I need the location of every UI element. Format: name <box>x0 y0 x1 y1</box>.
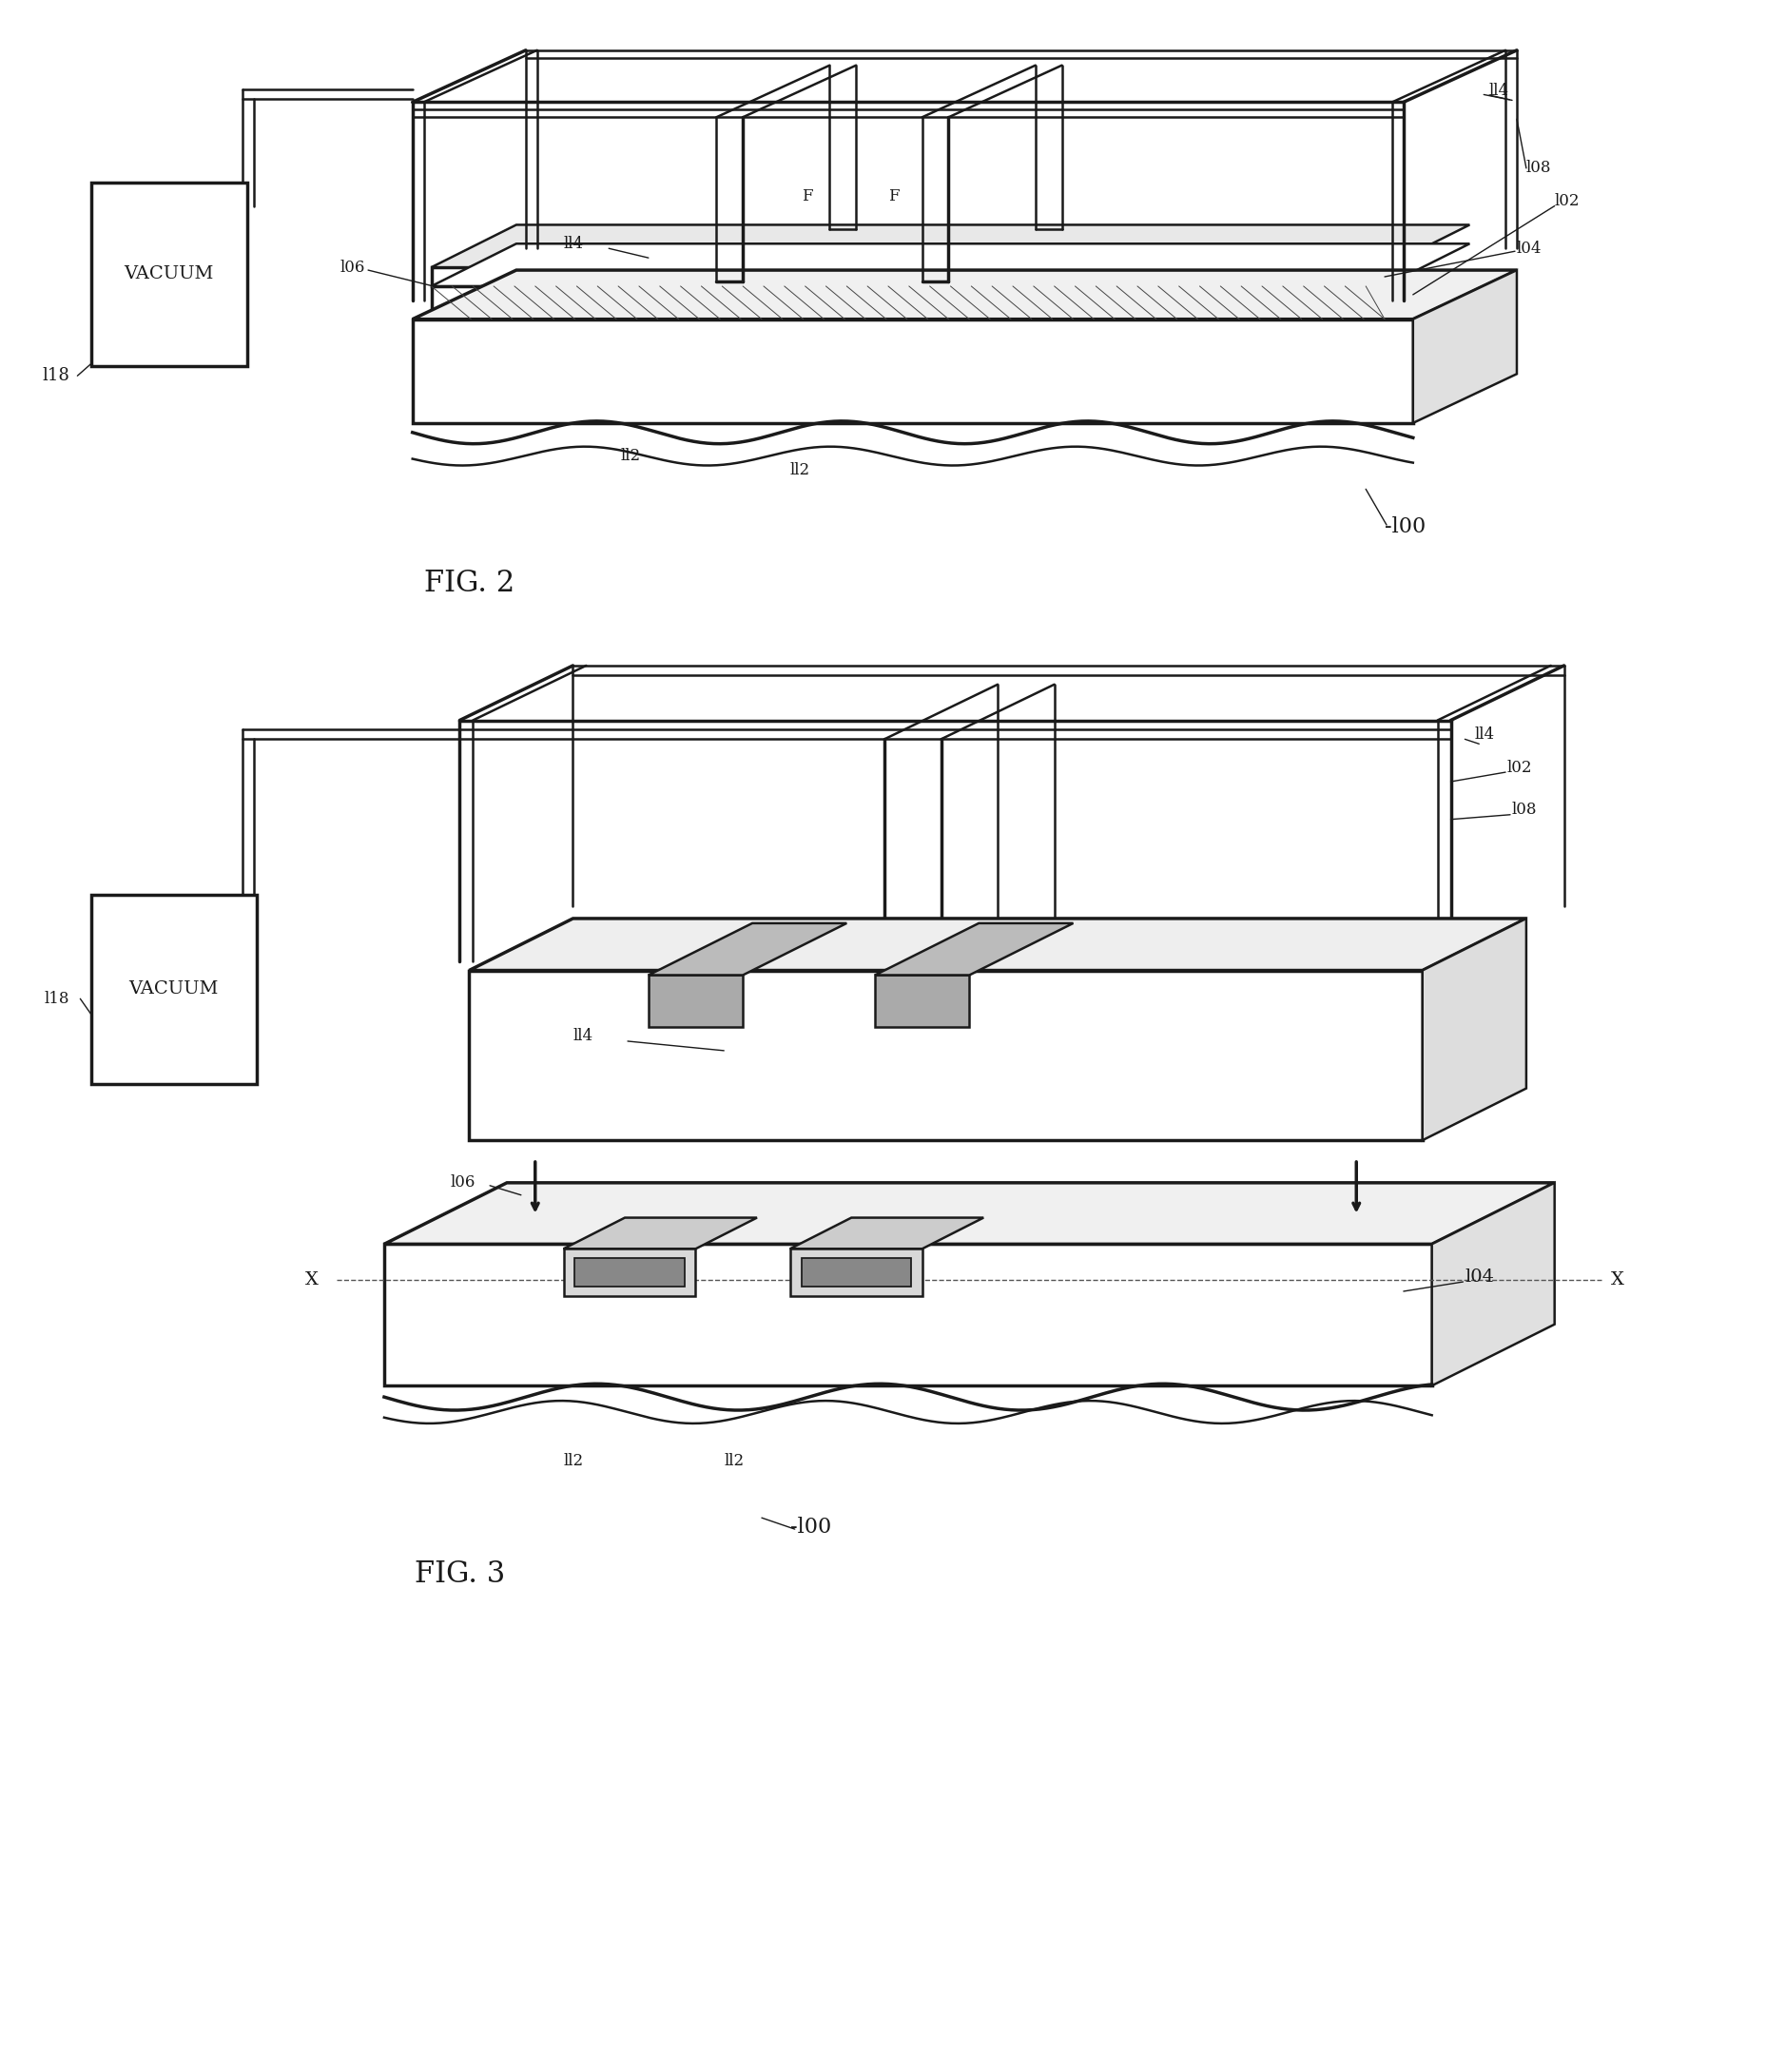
Polygon shape <box>1430 1183 1554 1386</box>
Text: X: X <box>1611 1272 1623 1289</box>
Text: F: F <box>802 189 812 205</box>
Polygon shape <box>874 924 1072 976</box>
Text: ll2: ll2 <box>620 448 639 464</box>
Polygon shape <box>92 182 247 367</box>
Text: ll2: ll2 <box>724 1452 743 1469</box>
Polygon shape <box>789 1218 984 1249</box>
Text: -l00: -l00 <box>789 1517 830 1537</box>
Polygon shape <box>802 1258 909 1287</box>
Polygon shape <box>411 319 1413 423</box>
Polygon shape <box>574 1258 683 1287</box>
Text: l18: l18 <box>44 990 69 1007</box>
Polygon shape <box>1422 918 1526 1140</box>
Text: -l00: -l00 <box>1385 516 1425 537</box>
Polygon shape <box>383 1183 1554 1243</box>
Text: l02: l02 <box>1554 193 1579 209</box>
Polygon shape <box>789 1249 922 1295</box>
Polygon shape <box>92 895 256 1084</box>
Polygon shape <box>431 286 1385 319</box>
Polygon shape <box>383 1243 1430 1386</box>
Polygon shape <box>411 269 1515 319</box>
Text: ll4: ll4 <box>1473 727 1494 742</box>
Text: FIG. 3: FIG. 3 <box>415 1560 505 1589</box>
Text: l04: l04 <box>1515 240 1542 257</box>
Polygon shape <box>431 244 1469 286</box>
Polygon shape <box>648 976 742 1028</box>
Polygon shape <box>563 1249 696 1295</box>
Text: ll2: ll2 <box>789 462 809 479</box>
Text: X: X <box>306 1272 318 1289</box>
Text: l02: l02 <box>1506 760 1531 775</box>
Text: l04: l04 <box>1464 1268 1494 1287</box>
Text: l06: l06 <box>450 1175 475 1191</box>
Text: F: F <box>888 189 899 205</box>
Text: l08: l08 <box>1512 802 1536 818</box>
Text: l08: l08 <box>1526 160 1551 176</box>
Polygon shape <box>468 970 1422 1140</box>
Polygon shape <box>874 976 970 1028</box>
Text: FIG. 2: FIG. 2 <box>424 568 514 599</box>
Text: ll4: ll4 <box>572 1028 593 1044</box>
Text: l06: l06 <box>341 259 366 276</box>
Polygon shape <box>431 226 1469 267</box>
Polygon shape <box>1413 269 1515 423</box>
Text: VACUUM: VACUUM <box>124 265 214 282</box>
Text: ll4: ll4 <box>1487 83 1508 99</box>
Polygon shape <box>431 267 1385 286</box>
Polygon shape <box>648 924 846 976</box>
Polygon shape <box>563 1218 756 1249</box>
Text: l18: l18 <box>42 367 71 385</box>
Text: ll2: ll2 <box>563 1452 583 1469</box>
Polygon shape <box>468 918 1526 970</box>
Text: ll4: ll4 <box>563 236 583 253</box>
Text: VACUUM: VACUUM <box>129 980 219 999</box>
